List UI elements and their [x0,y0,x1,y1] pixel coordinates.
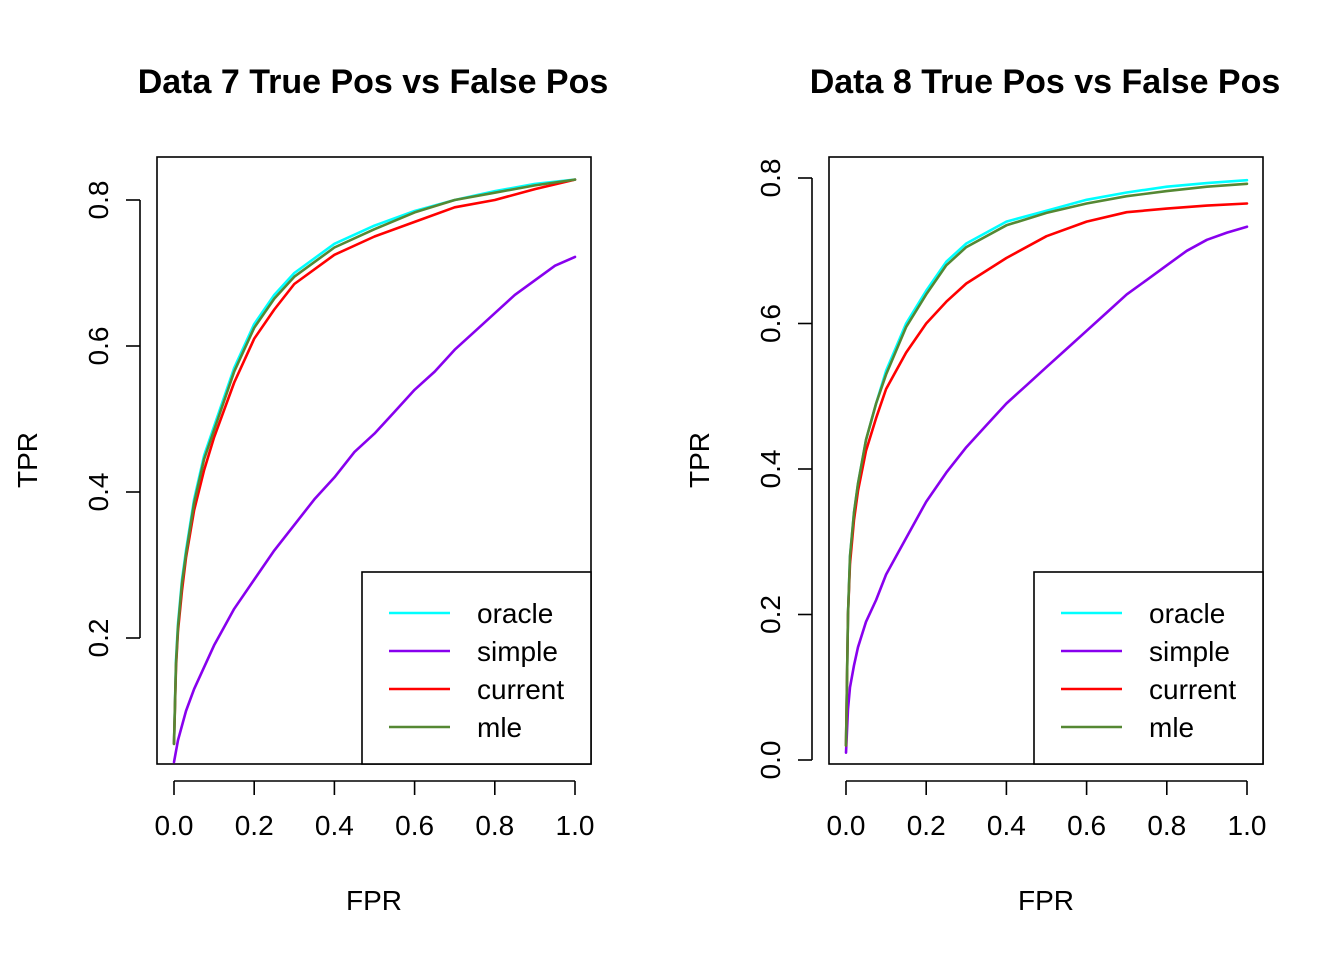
y-tick-label: 0.4 [83,473,114,512]
x-tick-label: 0.4 [315,810,354,841]
x-tick-label: 0.6 [1067,810,1106,841]
x-tick-label: 0.2 [907,810,946,841]
series-line-simple [844,225,1249,754]
y-tick-label: 0.6 [83,327,114,366]
y-axis-label: TPR [684,432,715,488]
legend-label-mle: mle [477,712,522,743]
x-tick-label: 0.4 [987,810,1026,841]
x-tick-label: 0.0 [155,810,194,841]
chart-panel-2: Data 8 True Pos vs False Pos 0.0 0.2 0.4 0.6… [684,63,1280,916]
legend-box [361,571,592,765]
chart-panel-1: Data 7 True Pos vs False Pos 0.0 0.2 0.4 0.6… [12,63,608,916]
chart-title: Data 8 True Pos vs False Pos [810,63,1281,101]
legend-label-simple: simple [1149,636,1230,667]
x-axis-label: FPR [1018,885,1074,916]
legend: oracle simple current mle [361,571,592,765]
legend-label-oracle: oracle [1149,598,1225,629]
y-tick-label: 0.2 [83,619,114,658]
y-tick-label: 0.4 [755,450,786,489]
x-tick-label: 0.0 [827,810,866,841]
x-tick-label: 1.0 [1228,810,1267,841]
x-tick-label: 0.8 [1147,810,1186,841]
y-tick-label: 0.2 [755,595,786,634]
series-line-simple [172,255,577,764]
legend-label-oracle: oracle [477,598,553,629]
y-tick-label: 0.8 [83,181,114,220]
y-tick-label: 0.6 [755,304,786,343]
x-axis-label: FPR [346,885,402,916]
legend-label-mle: mle [1149,712,1194,743]
y-axis-label: TPR [12,432,43,488]
legend: oracle simple current mle [1033,571,1264,765]
x-tick-label: 0.8 [475,810,514,841]
x-tick-label: 0.6 [395,810,434,841]
legend-label-current: current [1149,674,1236,705]
y-tick-label: 0.0 [755,741,786,780]
y-tick-label: 0.8 [755,159,786,198]
x-tick-label: 0.2 [235,810,274,841]
legend-label-current: current [477,674,564,705]
x-tick-label: 1.0 [556,810,595,841]
series-line-mle [172,178,577,746]
legend-label-simple: simple [477,636,558,667]
legend-box [1033,571,1264,765]
chart-title: Data 7 True Pos vs False Pos [138,63,609,101]
series-line-mle [844,182,1249,747]
